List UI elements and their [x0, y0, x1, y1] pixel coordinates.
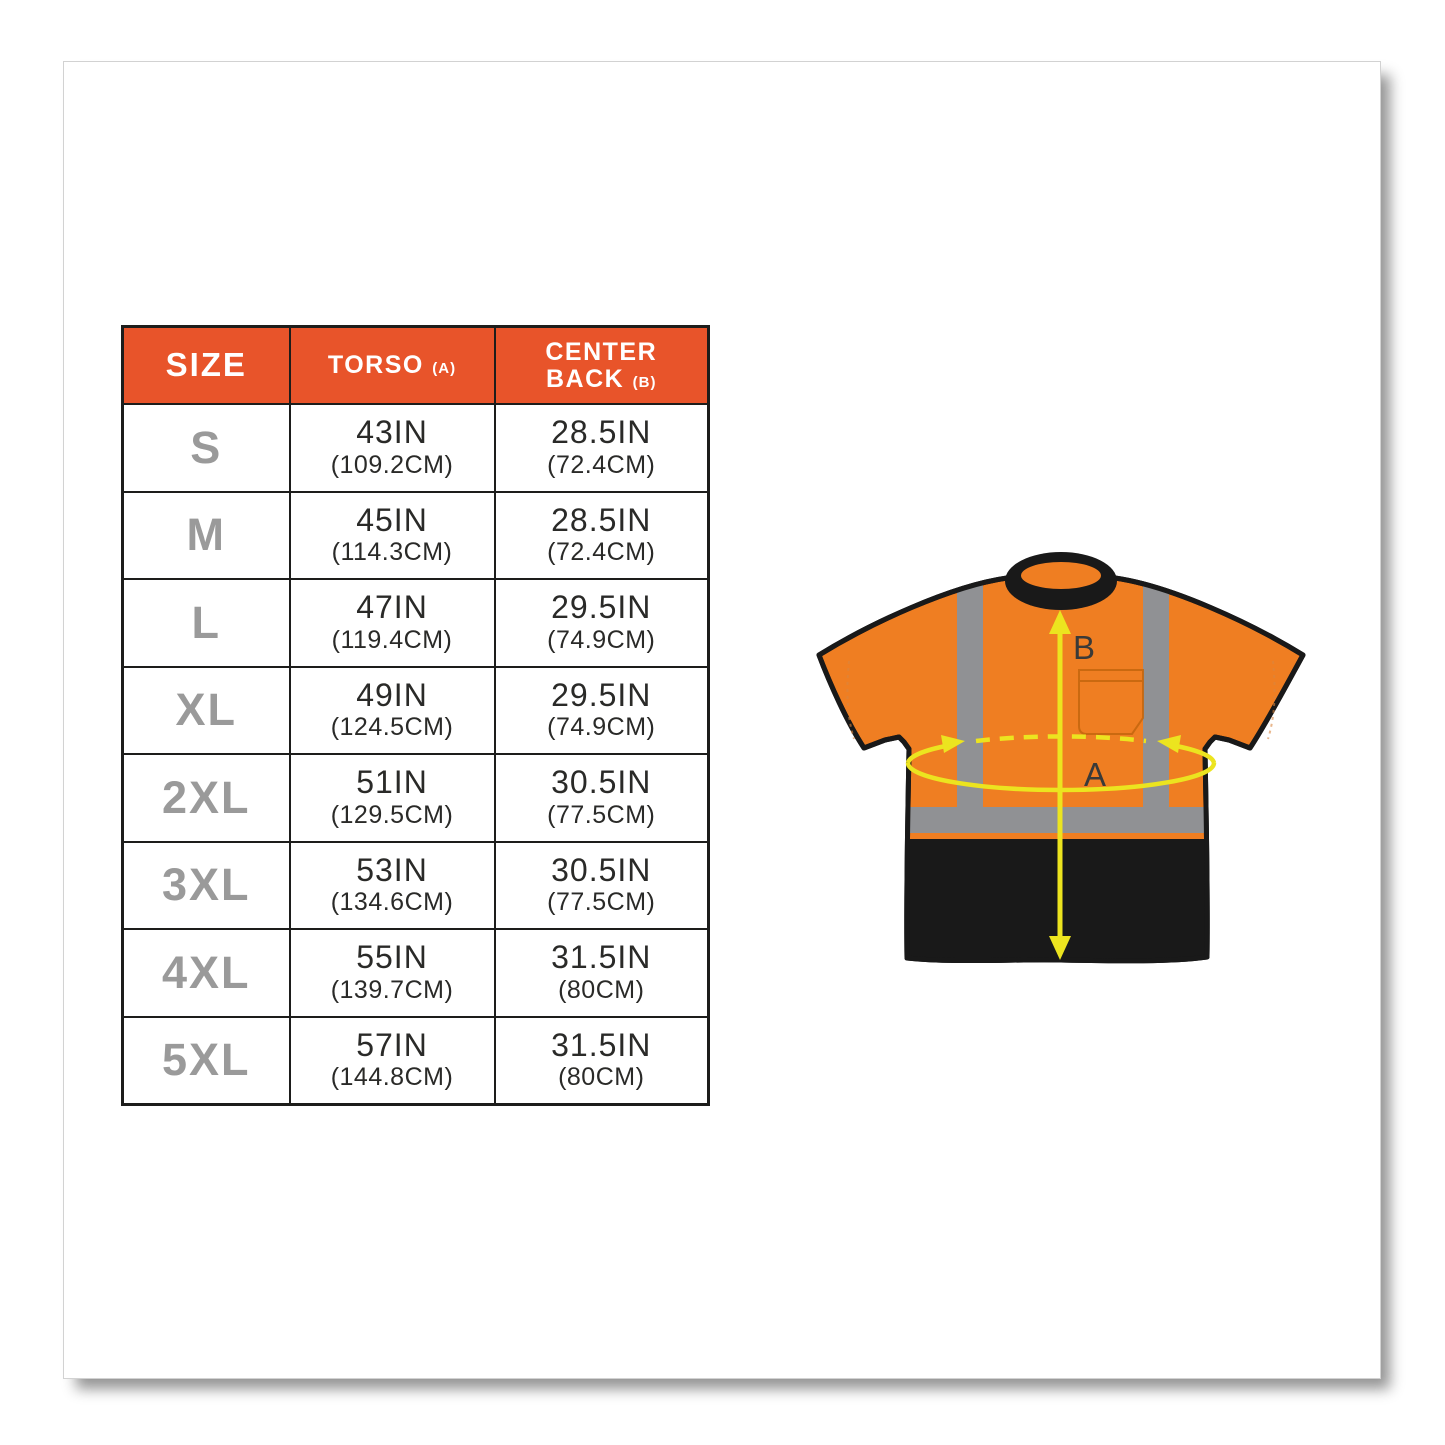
measure-b-arrowhead-top — [1049, 610, 1071, 634]
center-back-cell: 28.5IN (72.4CM) — [493, 490, 710, 580]
header-size-label: SIZE — [165, 346, 247, 384]
header-back-line1: CENTER — [545, 338, 658, 367]
reflective-stripe-left — [957, 578, 983, 833]
table-row: 3XL 53IN (134.6CM) 30.5IN (77.5CM) — [121, 840, 710, 930]
measure-b-arrowhead-bottom — [1049, 936, 1071, 960]
torso-cell: 43IN (109.2CM) — [288, 403, 496, 493]
collar-opening — [1021, 562, 1101, 589]
header-back-line2: BACK — [546, 364, 625, 393]
size-cell: 4XL — [121, 928, 291, 1018]
torso-cm: (109.2CM) — [330, 450, 454, 479]
size-cell: XL — [121, 665, 291, 755]
table-row: M 45IN (114.3CM) 28.5IN (72.4CM) — [121, 490, 710, 580]
torso-inches: 53IN — [356, 851, 428, 888]
torso-inches: 47IN — [356, 589, 428, 626]
header-cell-size: SIZE — [121, 325, 291, 405]
torso-cm: (114.3CM) — [331, 538, 453, 567]
torso-cm: (139.7CM) — [330, 975, 454, 1004]
label-a: A — [1084, 756, 1106, 793]
back-cm: (72.4CM) — [547, 450, 656, 479]
center-back-cell: 30.5IN (77.5CM) — [493, 840, 710, 930]
back-inches: 30.5IN — [551, 851, 652, 888]
table-row: S 43IN (109.2CM) 28.5IN (72.4CM) — [121, 403, 710, 493]
torso-cell: 45IN (114.3CM) — [288, 490, 496, 580]
chest-pocket — [1078, 669, 1144, 735]
header-cell-center-back: CENTER BACK (B) — [493, 325, 710, 405]
sleeve-seam-right — [1267, 660, 1276, 740]
table-row: 5XL 57IN (144.8CM) 31.5IN (80CM) — [121, 1015, 710, 1106]
size-chart-body: S 43IN (109.2CM) 28.5IN (72.4CM) M 45IN (114.3C… — [121, 403, 710, 1106]
table-row: XL 49IN (124.5CM) 29.5IN (74.9CM) — [121, 665, 710, 755]
back-cm: (72.4CM) — [547, 538, 656, 567]
torso-inches: 51IN — [356, 764, 428, 801]
torso-cm: (144.8CM) — [330, 1063, 454, 1092]
measure-a-arrowhead-right — [1157, 735, 1181, 753]
center-back-cell: 29.5IN (74.9CM) — [493, 578, 710, 668]
torso-inches: 49IN — [356, 676, 428, 713]
back-cm: (74.9CM) — [547, 713, 656, 742]
size-cell: 2XL — [121, 753, 291, 843]
torso-inches: 55IN — [356, 939, 428, 976]
center-back-cell: 28.5IN (72.4CM) — [493, 403, 710, 493]
table-row: L 47IN (119.4CM) 29.5IN (74.9CM) — [121, 578, 710, 668]
torso-cell: 53IN (134.6CM) — [288, 840, 496, 930]
shirt-outline — [816, 575, 1306, 964]
size-cell: L — [121, 578, 291, 668]
back-cm: (80CM) — [558, 975, 645, 1004]
size-chart-header: SIZE TORSO (A) CENTER BACK (B) — [121, 325, 710, 405]
back-inches: 28.5IN — [551, 501, 652, 538]
torso-cm: (124.5CM) — [330, 713, 454, 742]
size-cell: M — [121, 490, 291, 580]
torso-inches: 43IN — [356, 414, 428, 451]
back-inches: 31.5IN — [551, 939, 652, 976]
back-cm: (77.5CM) — [547, 888, 656, 917]
torso-cm: (119.4CM) — [331, 625, 453, 654]
torso-cell: 55IN (139.7CM) — [288, 928, 496, 1018]
torso-cm: (129.5CM) — [330, 800, 454, 829]
size-cell: S — [121, 403, 291, 493]
back-cm: (80CM) — [558, 1063, 645, 1092]
table-row: 4XL 55IN (139.7CM) 31.5IN (80CM) — [121, 928, 710, 1018]
size-cell: 5XL — [121, 1015, 291, 1106]
header-row: SIZE TORSO (A) CENTER BACK (B) — [121, 325, 710, 405]
back-inches: 29.5IN — [551, 589, 652, 626]
back-cm: (74.9CM) — [547, 625, 656, 654]
torso-cell: 47IN (119.4CM) — [288, 578, 496, 668]
torso-inches: 45IN — [356, 501, 428, 538]
header-back-suffix: (B) — [632, 373, 657, 391]
sleeve-seam-left — [846, 660, 855, 740]
header-cell-torso: TORSO (A) — [288, 325, 496, 405]
measure-a-arrowhead-left — [941, 735, 965, 753]
back-inches: 31.5IN — [551, 1026, 652, 1063]
torso-inches: 57IN — [356, 1026, 428, 1063]
label-b: B — [1073, 629, 1095, 666]
reflective-stripe-right — [1143, 578, 1169, 833]
back-cm: (77.5CM) — [547, 800, 656, 829]
table-row: 2XL 51IN (129.5CM) 30.5IN (77.5CM) — [121, 753, 710, 843]
header-torso-suffix: (A) — [432, 360, 457, 378]
shirt-diagram: B A — [816, 552, 1306, 964]
back-inches: 29.5IN — [551, 676, 652, 713]
back-inches: 30.5IN — [551, 764, 652, 801]
torso-cell: 57IN (144.8CM) — [288, 1015, 496, 1106]
torso-cell: 51IN (129.5CM) — [288, 753, 496, 843]
header-torso-label: TORSO — [327, 351, 424, 380]
center-back-cell: 29.5IN (74.9CM) — [493, 665, 710, 755]
size-cell: 3XL — [121, 840, 291, 930]
torso-cm: (134.6CM) — [330, 888, 454, 917]
center-back-cell: 31.5IN (80CM) — [493, 928, 710, 1018]
center-back-cell: 30.5IN (77.5CM) — [493, 753, 710, 843]
back-inches: 28.5IN — [551, 414, 652, 451]
torso-cell: 49IN (124.5CM) — [288, 665, 496, 755]
center-back-cell: 31.5IN (80CM) — [493, 1015, 710, 1106]
